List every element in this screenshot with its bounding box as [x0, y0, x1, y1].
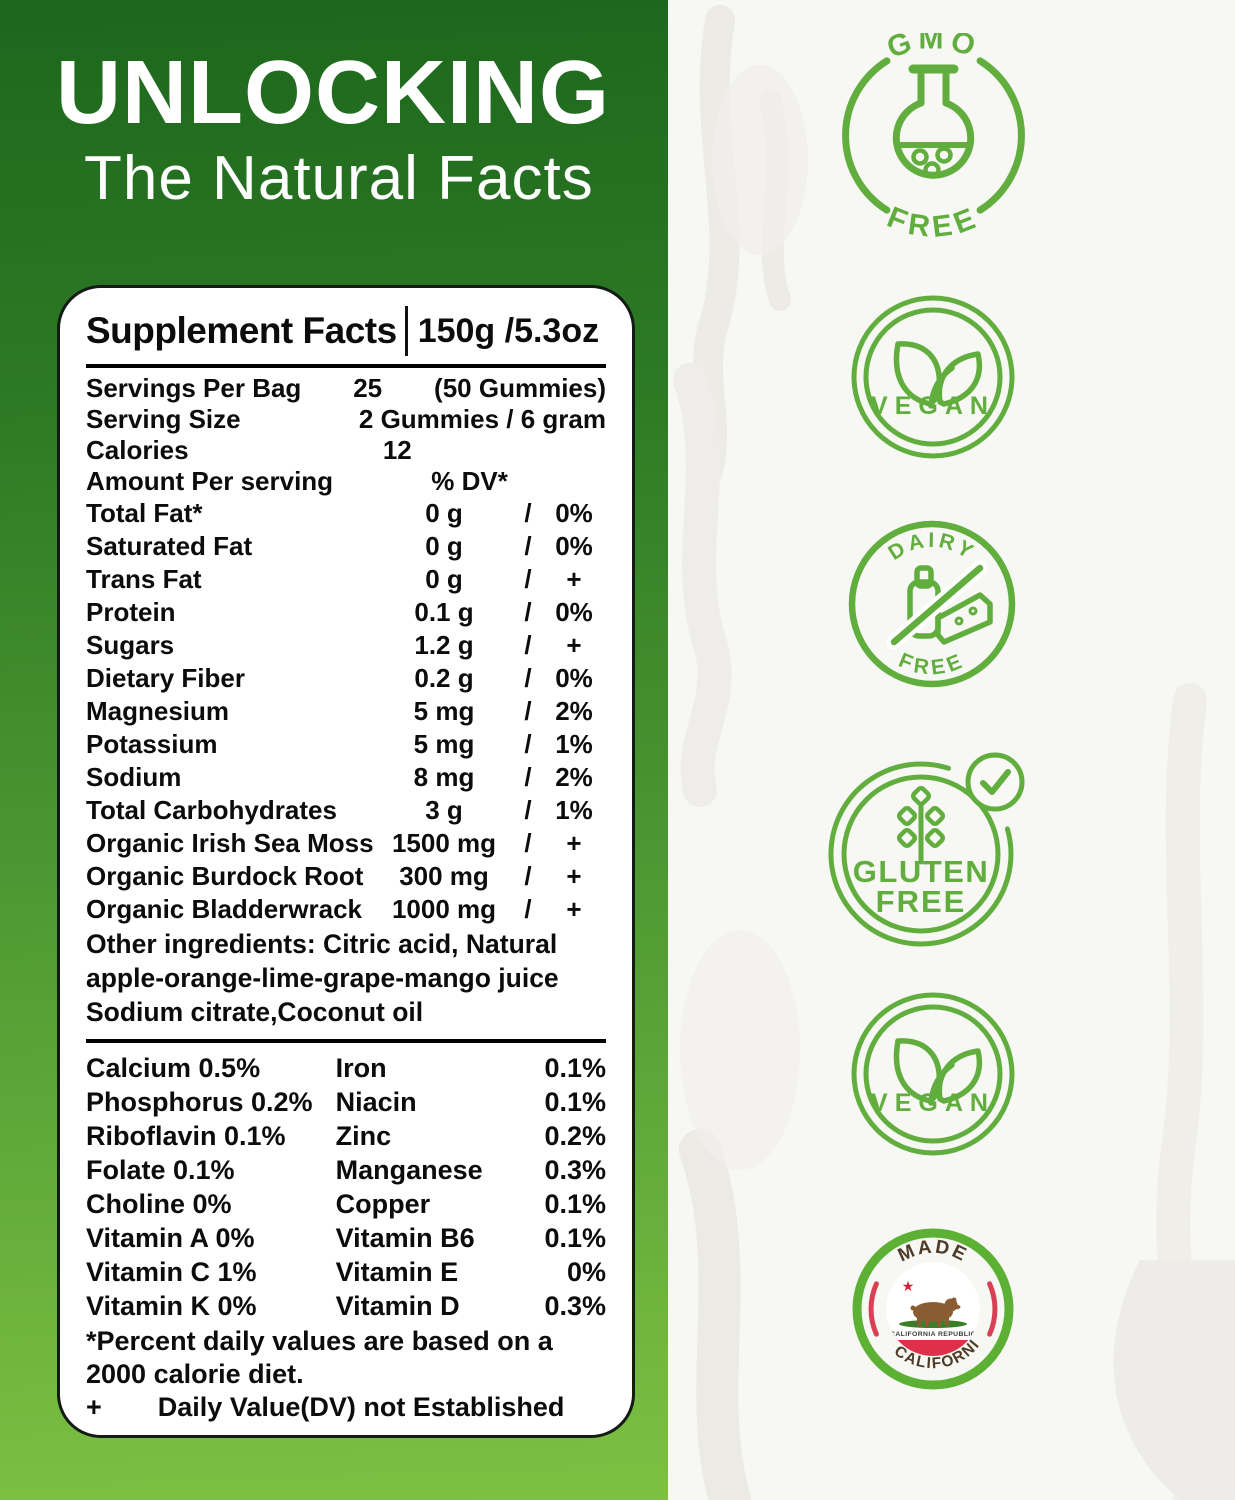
dairy-ring — [848, 520, 1016, 688]
nutrient-row: Total Fat* 0 g / 0% — [86, 498, 593, 528]
nutrient-row: Sodium 8 mg / 2% — [86, 762, 593, 792]
leaves-icon — [893, 1038, 983, 1106]
mineral-item: Vitamin C 1% — [86, 1257, 257, 1287]
nutrient-row: Potassium 5 mg / 1% — [86, 729, 593, 759]
gmo-top-label: GMO — [883, 23, 979, 65]
mineral-item: Niacin 0.1% — [335, 1087, 606, 1117]
dairy-bottom-label: FREE — [895, 649, 964, 680]
bear-silhouette — [910, 1297, 961, 1327]
nutrient-row: Total Carbohydrates 3 g / 1% — [86, 795, 593, 825]
nutrient-row: Protein 0.1 g / 0% — [86, 597, 593, 627]
checkmark-icon — [965, 752, 1025, 812]
dv-not-established-footnote: + Daily Value(DV) not Established — [86, 1392, 565, 1422]
mineral-item: Folate 0.1% — [86, 1155, 235, 1185]
serving-meta-rows: Servings Per Bag 25 (50 Gummies) Serving… — [86, 373, 606, 466]
gluten-line2: FREE — [876, 884, 967, 919]
badge-made-in-california: MADE IN CALIFORNIA ★ — [842, 1211, 1018, 1399]
svg-text:★: ★ — [902, 1278, 915, 1294]
header-divider-bar — [404, 306, 408, 356]
serving-meta-row: Servings Per Bag 25 (50 Gummies) — [86, 373, 606, 403]
vegan-outer-ring — [851, 295, 1015, 459]
mineral-item: Copper 0.1% — [335, 1189, 606, 1219]
flask-icon — [892, 64, 975, 179]
amount-per-serving-header: Amount Per serving % DV* — [86, 466, 508, 496]
leaves-icon — [893, 341, 983, 409]
wheat-icon — [897, 786, 945, 865]
supplement-facts-title: Supplement Facts — [86, 310, 397, 351]
nutrient-row: Organic Burdock Root 300 mg / + — [86, 861, 582, 891]
flag-caption: CALIFORNIA REPUBLIC — [890, 1331, 976, 1338]
page-title: UNLOCKING — [56, 43, 610, 143]
vegan-inner-ring — [863, 1004, 1003, 1144]
mineral-item: Riboflavin 0.1% — [86, 1121, 286, 1151]
gluten-line1: GLUTEN — [853, 854, 989, 889]
supplement-facts-card: Supplement Facts 150g /5.3oz Servings Pe… — [57, 285, 635, 1438]
vegan-inner-ring — [863, 307, 1003, 447]
badge-column: GMO FREE — [668, 0, 1235, 1500]
net-weight: 150g /5.3oz — [417, 311, 600, 350]
gmo-bottom-label: FREE — [883, 201, 980, 245]
nutrient-row: Sugars 1.2 g / + — [86, 630, 582, 660]
nutrient-row: Organic Irish Sea Moss 1500 mg / + — [86, 828, 582, 858]
svg-text:GMO: GMO — [883, 33, 984, 65]
section-divider — [86, 1039, 606, 1043]
vegan-label: VEGAN — [871, 392, 995, 420]
nutrient-table: Total Fat* 0 g / 0% Saturated Fat 0 g / … — [86, 497, 606, 926]
page-subtitle: The Natural Facts — [84, 144, 594, 213]
gluten-outer-ring — [828, 761, 1014, 947]
left-green-panel: UNLOCKING The Natural Facts Supplement F… — [0, 0, 668, 1500]
serving-meta-row: Calories 12 — [86, 435, 412, 465]
milk-cheese-slash-icon — [886, 560, 993, 650]
gluten-inner-ring — [841, 774, 1001, 934]
mineral-item: Vitamin A 0% — [86, 1223, 255, 1253]
svg-text:FREE: FREE — [883, 201, 985, 238]
mineral-item: Vitamin E 0% — [335, 1257, 606, 1287]
minerals-right-column: Iron 0.1% Niacin 0.1% Zinc 0.2% — [336, 1051, 606, 1323]
california-red-arcs — [868, 1281, 998, 1337]
badge-gmo-free: GMO FREE — [831, 23, 1036, 244]
badge-dairy-free: DAIRY FREE — [846, 518, 1018, 695]
vegan-outer-ring — [851, 992, 1015, 1156]
california-ring — [852, 1228, 1014, 1390]
minerals-columns: Calcium 0.5% Phosphorus 0.2% Riboflavin … — [86, 1051, 606, 1323]
mineral-item: Iron 0.1% — [335, 1053, 606, 1083]
badge-vegan-1: VEGAN — [848, 292, 1018, 467]
mineral-item: Calcium 0.5% — [86, 1053, 261, 1083]
nutrient-row: Dietary Fiber 0.2 g / 0% — [86, 663, 593, 693]
minerals-left-column: Calcium 0.5% Phosphorus 0.2% Riboflavin … — [86, 1051, 336, 1323]
mineral-item: Vitamin D 0.3% — [335, 1291, 606, 1321]
mineral-item: Vitamin K 0% — [86, 1291, 257, 1321]
badge-vegan-2: VEGAN — [848, 989, 1018, 1164]
other-ingredients: Other ingredients: Citric acid, Natural … — [86, 929, 559, 1027]
daily-value-footnote: *Percent daily values are based on a 200… — [86, 1326, 553, 1389]
nutrient-row: Trans Fat 0 g / + — [86, 564, 582, 594]
supplement-facts-header: Supplement Facts 150g /5.3oz — [86, 306, 606, 368]
badge-gluten-free: GLUTEN FREE — [823, 742, 1033, 957]
gmo-ring — [842, 57, 1025, 214]
vegan-label: VEGAN — [871, 1089, 995, 1117]
nutrient-row: Magnesium 5 mg / 2% — [86, 696, 593, 726]
mineral-item: Choline 0% — [86, 1189, 232, 1219]
svg-text:FREE: FREE — [895, 649, 968, 680]
serving-meta-row: Serving Size 2 Gummies / 6 gram — [86, 404, 606, 434]
nutrient-row: Saturated Fat 0 g / 0% — [86, 531, 593, 561]
mineral-item: Vitamin B6 0.1% — [335, 1223, 606, 1253]
mineral-item: Phosphorus 0.2% — [86, 1087, 313, 1117]
california-flag-icon: ★ CALIFORNIA REPUBLIC — [886, 1262, 980, 1356]
nutrient-row: Organic Bladderwrack 1000 mg / + — [86, 894, 582, 924]
mineral-item: Zinc 0.2% — [335, 1121, 606, 1151]
mineral-item: Manganese 0.3% — [335, 1155, 606, 1185]
